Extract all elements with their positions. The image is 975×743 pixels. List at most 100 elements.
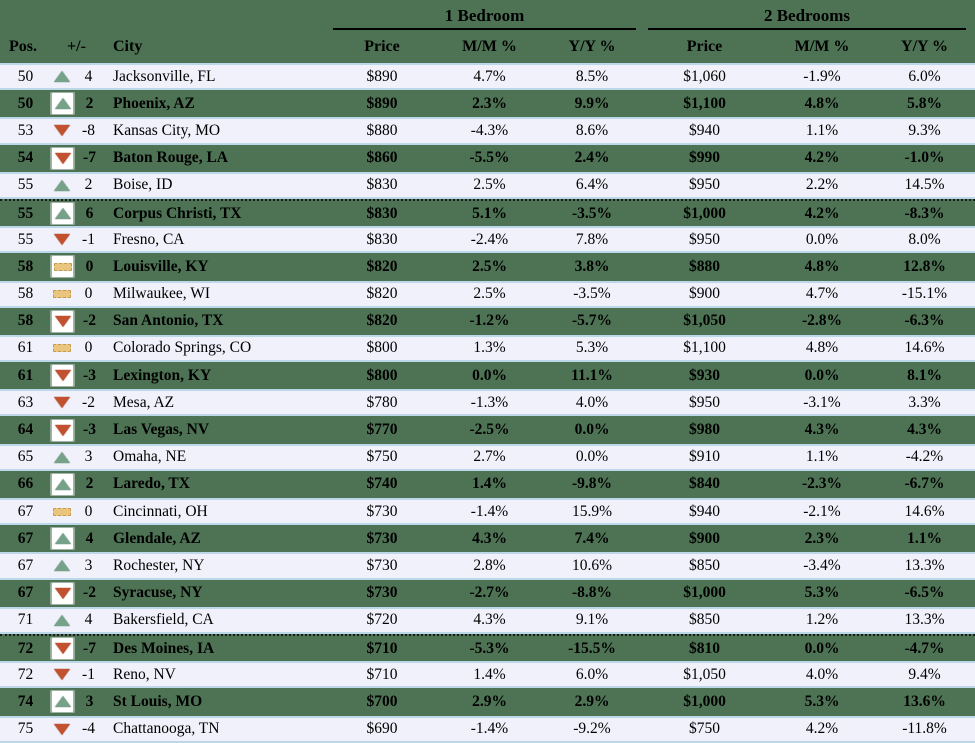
city-name: Mesa, AZ — [113, 393, 175, 411]
1br-mm-value: -5.5% — [469, 149, 510, 167]
column-header-2br-yy: Y/Y % — [901, 38, 948, 55]
city-name: Colorado Springs, CO — [113, 339, 252, 357]
group-header-1-bedroom: 1 Bedroom — [333, 5, 636, 30]
2br-yy-value: 9.3% — [908, 121, 941, 139]
column-header-city: City — [113, 38, 143, 55]
1br-price-value: $830 — [366, 204, 398, 222]
2br-price-value: $880 — [689, 257, 720, 275]
2br-mm-value: 4.8% — [804, 94, 840, 112]
trend-icon-box — [51, 284, 72, 305]
trend-icon-box — [51, 637, 74, 661]
1br-yy-value: 0.0% — [575, 448, 609, 466]
rank-change-value: 4 — [84, 611, 93, 629]
2br-yy-value: 5.8% — [907, 94, 942, 112]
rank-change-value: -3 — [83, 421, 96, 439]
rank-value: 54 — [17, 149, 34, 167]
column-header-1br-yy: Y/Y % — [568, 38, 616, 55]
table-row: 61 0 Colorado Springs, CO $800 1.3% 5.3%… — [0, 334, 975, 363]
2br-yy-value: 8.0% — [908, 230, 941, 248]
table-row: 71 4 Bakersfield, CA $720 4.3% 9.1% $850… — [0, 606, 975, 634]
rank-change-value: -4 — [82, 720, 95, 738]
1br-mm-value: 0.0% — [472, 366, 507, 384]
table-row: 50 2 Phoenix, AZ $890 2.3% 9.9% $1,100 4… — [0, 90, 975, 117]
rank-value: 67 — [17, 584, 34, 602]
2br-price-value: $850 — [689, 556, 720, 574]
rank-change-cell: -4 — [48, 719, 105, 740]
city-name: Rochester, NY — [113, 556, 205, 574]
trend-up-icon — [53, 560, 70, 572]
1br-price-value: $830 — [366, 176, 398, 194]
2br-mm-value: 4.8% — [805, 339, 839, 357]
rank-change-cell: 2 — [48, 92, 105, 116]
city-name: Lexington, KY — [113, 366, 212, 384]
1br-price-value: $780 — [366, 393, 398, 411]
2br-price-value: $900 — [689, 529, 720, 547]
1br-yy-value: -3.5% — [573, 285, 611, 303]
column-header-row: Pos. +/- City Price M/M % Y/Y % Price M/… — [0, 30, 975, 63]
1br-yy-value: 7.8% — [575, 230, 609, 248]
2br-yy-value: 8.1% — [907, 366, 942, 384]
2br-mm-value: -2.3% — [801, 475, 843, 493]
1br-price-value: $730 — [366, 584, 398, 602]
rank-value: 61 — [17, 366, 34, 384]
rank-value: 50 — [17, 94, 34, 112]
rank-change-value: -8 — [82, 121, 95, 139]
table-row: 55 2 Boise, ID $830 2.5% 6.4% $950 2.2% … — [0, 171, 975, 199]
trend-icon-box — [51, 719, 72, 740]
1br-yy-value: 8.6% — [575, 121, 609, 139]
1br-mm-value: -5.3% — [469, 639, 510, 657]
2br-yy-value: 14.5% — [904, 176, 945, 194]
table-row: 54 -7 Baton Rouge, LA $860 -5.5% 2.4% $9… — [0, 145, 975, 172]
2br-price-value: $1,000 — [683, 204, 726, 222]
1br-yy-value: -3.5% — [571, 204, 613, 222]
city-name: Omaha, NE — [113, 448, 187, 466]
1br-price-value: $690 — [366, 720, 398, 738]
1br-yy-value: 15.9% — [571, 502, 613, 520]
table-row: 53 -8 Kansas City, MO $880 -4.3% 8.6% $9… — [0, 117, 975, 145]
2br-yy-value: 13.6% — [903, 692, 946, 710]
rank-change-cell: 0 — [48, 255, 105, 279]
2br-mm-value: -2.8% — [801, 312, 843, 330]
city-name: Baton Rouge, LA — [113, 149, 228, 167]
city-name: Des Moines, IA — [113, 639, 215, 657]
2br-price-value: $810 — [689, 639, 720, 657]
city-name: Las Vegas, NV — [113, 421, 210, 439]
2br-mm-value: 4.8% — [804, 257, 840, 275]
2br-price-value: $1,060 — [683, 67, 726, 85]
rank-change-value: -7 — [83, 149, 96, 167]
rank-change-cell: 4 — [48, 610, 105, 631]
1br-yy-value: 9.9% — [574, 94, 610, 112]
1br-price-value: $730 — [366, 502, 398, 520]
1br-mm-value: -2.5% — [469, 421, 510, 439]
2br-yy-value: 3.3% — [908, 393, 941, 411]
rank-change-cell: 0 — [48, 501, 105, 522]
rank-change-cell: 2 — [48, 472, 105, 496]
2br-mm-value: 4.2% — [804, 149, 840, 167]
2br-mm-value: 4.3% — [804, 421, 840, 439]
table-row: 74 3 St Louis, MO $700 2.9% 2.9% $1,000 … — [0, 688, 975, 715]
1br-yy-value: 8.5% — [575, 67, 609, 85]
1br-mm-value: 2.3% — [472, 94, 507, 112]
table-row: 50 4 Jacksonville, FL $890 4.7% 8.5% $1,… — [0, 63, 975, 91]
trend-icon-box — [51, 364, 74, 388]
2br-price-value: $950 — [689, 176, 720, 194]
city-name: Laredo, TX — [113, 475, 190, 493]
2br-price-value: $840 — [689, 475, 720, 493]
trend-icon-box — [51, 472, 74, 496]
trend-icon-box — [51, 447, 72, 468]
rank-value: 61 — [17, 339, 34, 357]
rank-change-value: -2 — [83, 584, 96, 602]
group-header-row: 1 Bedroom 2 Bedrooms — [0, 0, 975, 30]
1br-mm-value: 4.7% — [473, 67, 506, 85]
1br-mm-value: 1.3% — [473, 339, 506, 357]
table-row: 72 -7 Des Moines, IA $710 -5.3% -15.5% $… — [0, 633, 975, 661]
2br-price-value: $980 — [689, 421, 720, 439]
2br-mm-value: -1.9% — [803, 67, 841, 85]
trend-up-icon — [54, 478, 71, 490]
trend-flat-icon — [52, 507, 71, 516]
rank-change-cell: 4 — [48, 66, 105, 87]
trend-icon-box — [51, 120, 72, 141]
2br-mm-value: 0.0% — [804, 366, 840, 384]
1br-yy-value: 10.6% — [571, 556, 613, 574]
2br-yy-value: -6.5% — [904, 584, 945, 602]
